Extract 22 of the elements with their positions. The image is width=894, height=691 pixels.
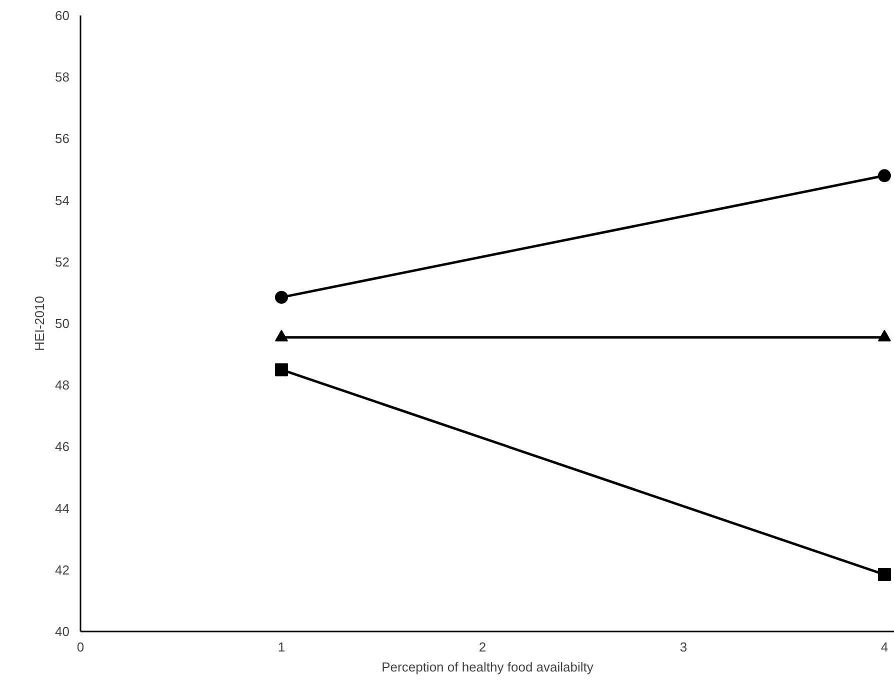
x-tick-label: 4 xyxy=(880,640,888,654)
y-tick-label: 56 xyxy=(55,131,70,146)
y-tick-label: 46 xyxy=(55,439,70,454)
y-tick-label: 40 xyxy=(55,624,70,639)
point xyxy=(878,169,891,182)
y-tick-label: 54 xyxy=(55,192,70,208)
x-tick-label: 1 xyxy=(278,640,286,654)
x-tick-label: 2 xyxy=(478,640,486,654)
y-tick-label: 50 xyxy=(55,316,70,331)
point xyxy=(274,290,288,304)
y-tick-label: 60 xyxy=(55,8,70,23)
y-tick-label: 58 xyxy=(55,70,70,85)
x-tick-label: 3 xyxy=(680,640,688,654)
point xyxy=(878,568,891,582)
point xyxy=(274,363,288,376)
y-tick-label: 48 xyxy=(55,378,70,393)
x-tick-label: 0 xyxy=(76,640,84,654)
y-axis-title: HEI-2010 xyxy=(32,296,48,351)
y-tick-label: 42 xyxy=(55,562,70,578)
y-tick-label: 52 xyxy=(55,254,70,270)
y-tick-label: 44 xyxy=(55,500,70,516)
x-axis-title: Perception of healthy food availabilty xyxy=(382,660,594,674)
